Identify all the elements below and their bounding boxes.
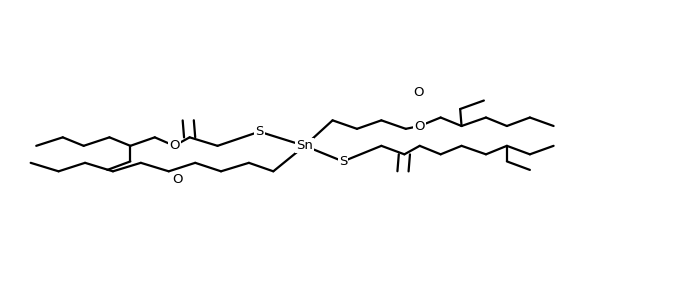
Text: O: O <box>413 86 424 98</box>
Text: S: S <box>339 155 347 168</box>
Text: Sn: Sn <box>296 139 313 152</box>
Text: O: O <box>169 139 179 152</box>
Text: O: O <box>172 173 182 186</box>
Text: O: O <box>414 120 425 132</box>
Text: S: S <box>256 125 263 138</box>
